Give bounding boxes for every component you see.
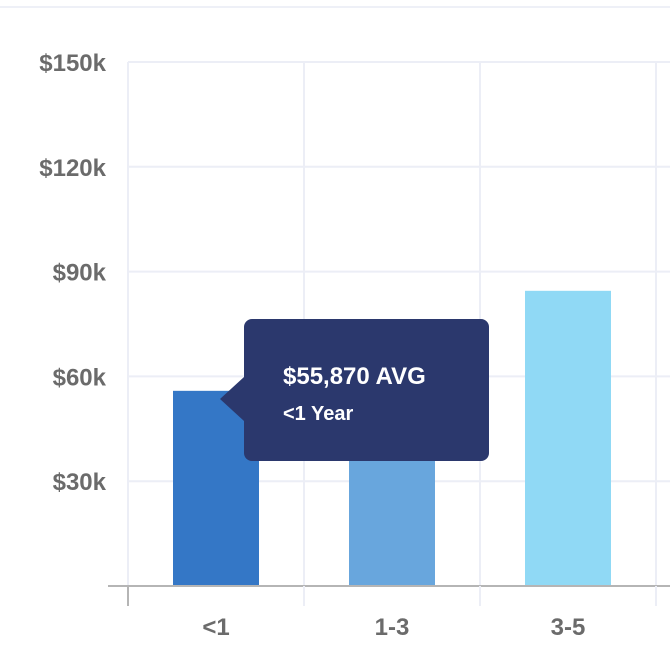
tooltip: $55,870 AVG <1 Year bbox=[220, 319, 489, 461]
bars bbox=[173, 290, 611, 586]
x-tick-label: <1 bbox=[202, 614, 229, 641]
bar bbox=[525, 290, 611, 586]
y-tick-label: $90k bbox=[53, 260, 107, 287]
x-tick-label: 3-5 bbox=[551, 614, 586, 641]
axes bbox=[108, 585, 670, 606]
x-tick-label: 1-3 bbox=[375, 614, 410, 641]
tooltip-label: <1 Year bbox=[283, 403, 354, 425]
y-axis-ticks: $30k $60k $90k $120k $150k bbox=[39, 50, 106, 496]
x-axis-ticks: <1 1-3 3-5 bbox=[202, 614, 585, 641]
tooltip-value: $55,870 AVG bbox=[283, 363, 426, 390]
tooltip-arrow bbox=[220, 377, 244, 421]
y-tick-label: $60k bbox=[53, 364, 107, 391]
y-tick-label: $150k bbox=[39, 50, 106, 77]
y-tick-label: $120k bbox=[39, 155, 106, 182]
y-tick-label: $30k bbox=[53, 469, 107, 496]
